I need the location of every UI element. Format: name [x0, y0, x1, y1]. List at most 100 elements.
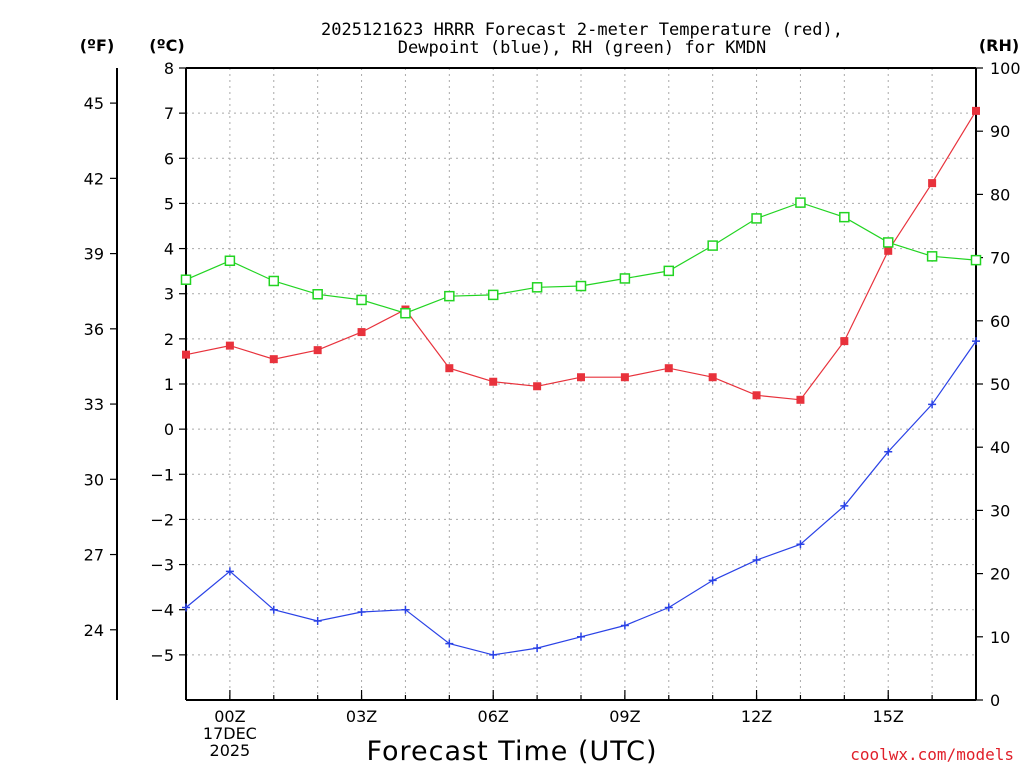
dewpoint-point	[577, 632, 585, 641]
rh-tick-label: 40	[990, 438, 1010, 457]
dewpoint-point	[533, 644, 542, 653]
dewpoint-point	[884, 447, 893, 456]
x-axis-label: Forecast Time (UTC)	[366, 736, 657, 767]
x-tick-label: 03Z	[346, 707, 377, 726]
rh-point	[224, 255, 236, 267]
dewpoint-point	[225, 567, 234, 576]
rh-tick-label: 80	[990, 185, 1010, 204]
dewpoint-point	[489, 650, 498, 659]
rh-point	[575, 280, 587, 292]
celsius-unit-label: (ºC)	[149, 36, 184, 55]
fahrenheit-tick-label: 24	[84, 621, 104, 640]
data-series	[180, 106, 982, 659]
x-tick-label: 09Z	[609, 707, 640, 726]
fahrenheit-tick-label: 30	[84, 470, 104, 489]
dewpoint-point	[313, 617, 322, 625]
temperature-point	[664, 364, 673, 373]
celsius-tick-label: 1	[164, 375, 174, 394]
rh-point	[312, 289, 323, 300]
rh-point	[180, 274, 192, 285]
rh-point	[751, 213, 762, 224]
temperature-point	[313, 346, 322, 355]
rh-point	[444, 290, 455, 302]
dewpoint-point	[269, 605, 278, 614]
celsius-tick-label: −3	[150, 556, 174, 575]
rh-point	[839, 211, 850, 223]
temperature-point	[533, 382, 542, 391]
credit-link[interactable]: coolwx.com/models	[850, 745, 1014, 764]
temperature-point	[796, 395, 805, 404]
fahrenheit-unit-label: (ºF)	[80, 36, 115, 55]
dewpoint-point	[928, 400, 937, 409]
fahrenheit-tick-label: 36	[84, 320, 104, 339]
rh-point	[663, 265, 675, 277]
celsius-tick-label: −4	[150, 601, 174, 620]
x-tick-label: 06Z	[478, 707, 509, 726]
temperature-point	[928, 179, 937, 188]
celsius-tick-label: 7	[164, 104, 174, 123]
temperature-point	[620, 373, 629, 382]
axis-ticks: 876543210−1−2−3−4−5454239363330272410090…	[84, 59, 1021, 760]
series-temperature	[182, 106, 980, 404]
x-tick-label: 15Z	[873, 707, 904, 726]
dewpoint-point	[401, 605, 410, 614]
rh-point	[619, 273, 631, 284]
celsius-tick-label: −5	[150, 646, 174, 665]
x-tick-label: 12Z	[741, 707, 772, 726]
dewpoint-point	[445, 639, 454, 648]
rh-point	[356, 294, 367, 306]
series-rh	[180, 197, 982, 319]
fahrenheit-tick-label: 42	[84, 169, 104, 188]
rh-tick-label: 70	[990, 249, 1010, 268]
rh-point	[882, 237, 894, 248]
dewpoint-line	[185, 340, 977, 656]
temperature-point	[489, 377, 498, 386]
dewpoint-point	[620, 621, 629, 630]
rh-tick-label: 50	[990, 375, 1010, 394]
x-tick-label: 17DEC	[203, 724, 257, 743]
rh-tick-label: 30	[990, 501, 1010, 520]
grid	[186, 67, 976, 700]
dewpoint-point	[796, 540, 805, 549]
temperature-point	[752, 391, 761, 400]
dewpoint-point	[708, 576, 717, 585]
temperature-point	[269, 355, 278, 364]
rh-point	[926, 251, 938, 262]
celsius-tick-label: −2	[150, 510, 174, 529]
dewpoint-point	[840, 501, 849, 510]
rh-point	[268, 275, 280, 287]
fahrenheit-tick-label: 27	[84, 546, 104, 565]
rh-point	[970, 254, 982, 266]
x-tick-label: 2025	[210, 741, 251, 760]
series-dewpoint	[182, 337, 980, 659]
celsius-tick-label: −1	[150, 465, 174, 484]
dewpoint-point	[752, 556, 761, 565]
fahrenheit-tick-label: 39	[84, 245, 104, 264]
celsius-tick-label: 3	[164, 285, 174, 304]
temperature-point	[708, 373, 717, 382]
celsius-tick-label: 5	[164, 194, 174, 213]
celsius-tick-label: 2	[164, 330, 174, 349]
fahrenheit-tick-label: 33	[84, 395, 104, 414]
dewpoint-point	[357, 607, 366, 616]
x-tick-label: 00Z	[214, 707, 245, 726]
rh-tick-label: 90	[990, 122, 1010, 141]
rh-tick-label: 60	[990, 312, 1010, 331]
celsius-tick-label: 6	[164, 149, 174, 168]
rh-point	[400, 307, 411, 319]
dewpoint-point	[972, 337, 980, 346]
temperature-point	[840, 337, 849, 346]
temperature-point	[972, 106, 980, 115]
rh-unit-label: (RH)	[979, 36, 1019, 55]
temperature-point	[445, 364, 454, 373]
fahrenheit-tick-label: 45	[84, 94, 104, 113]
rh-tick-label: 20	[990, 565, 1010, 584]
temperature-point	[225, 341, 234, 350]
rh-point	[531, 282, 543, 293]
rh-tick-label: 100	[990, 59, 1021, 78]
rh-point	[487, 289, 499, 301]
celsius-tick-label: 4	[164, 240, 174, 259]
rh-tick-label: 10	[990, 628, 1010, 647]
chart-title: 2025121623 HRRR Forecast 2-meter Tempera…	[321, 20, 843, 40]
